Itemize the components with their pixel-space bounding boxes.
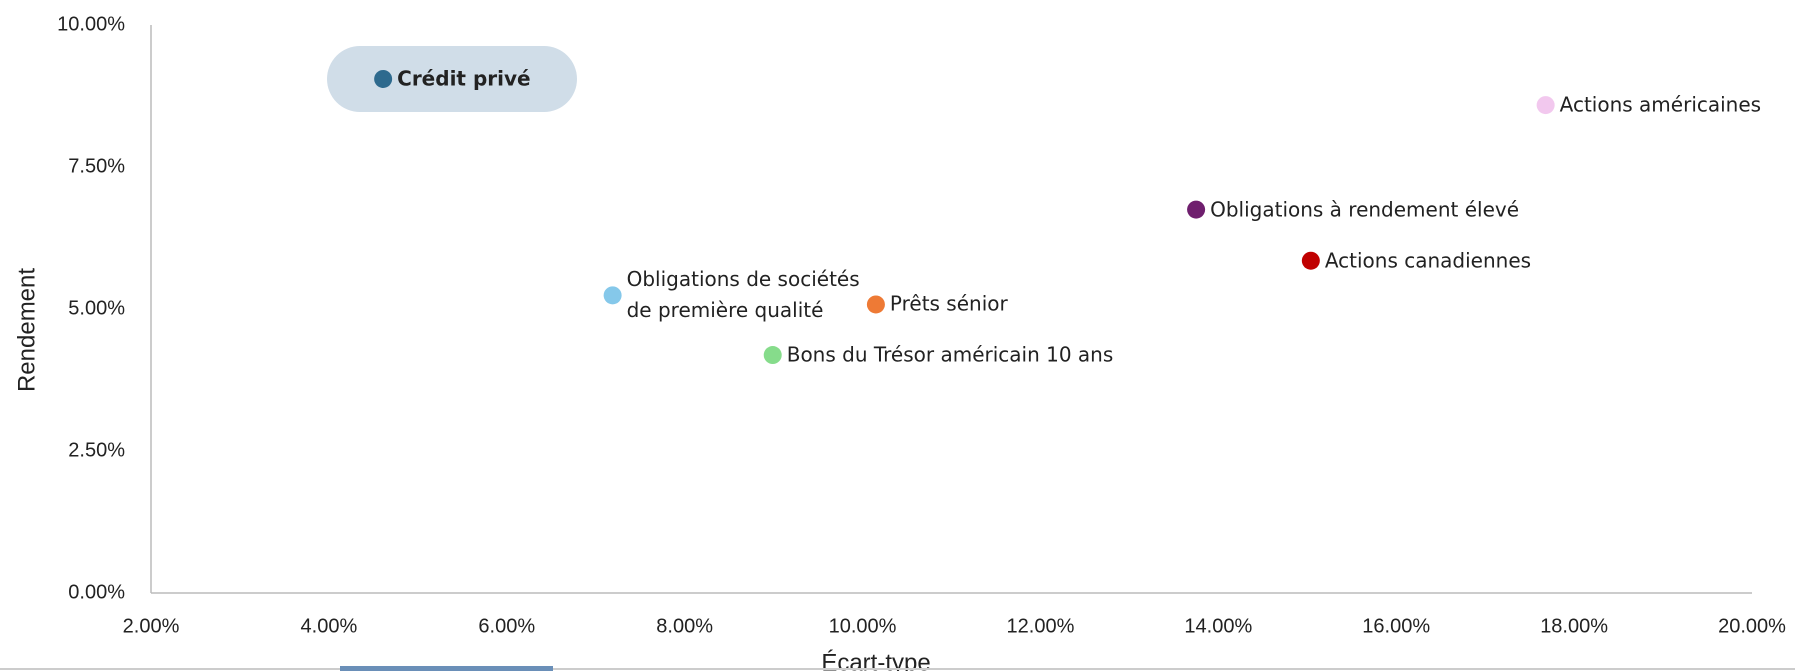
y-tick-label: 2.50% [68,439,125,461]
y-tick-label: 7.50% [68,155,125,177]
x-axis-title: Écart-type [821,649,930,671]
point [374,69,393,88]
point-label: Obligations de sociétés de première qual… [626,267,860,323]
point [866,295,885,314]
x-tick-label: 14.00% [1184,615,1252,637]
point-label: Bons du Trésor américain 10 ans [786,342,1114,367]
x-tick-label: 18.00% [1540,615,1608,637]
point [1301,251,1320,270]
point [763,346,782,365]
point [1536,96,1555,115]
y-tick-label: 10.00% [57,13,125,35]
point-label: Obligations à rendement élevé [1210,197,1520,222]
point-label: Actions canadiennes [1324,248,1532,273]
point [1187,200,1206,219]
x-tick-label: 20.00% [1718,615,1786,637]
x-tick-label: 2.00% [123,615,180,637]
point [603,286,622,305]
point-label: Crédit privé [397,66,531,91]
x-tick-label: 4.00% [301,615,358,637]
y-tick-label: 5.00% [68,297,125,319]
point-label: Actions américaines [1559,92,1762,117]
y-tick-label: 0.00% [68,581,125,603]
x-tick-label: 10.00% [829,615,897,637]
x-tick-label: 12.00% [1007,615,1075,637]
x-tick-label: 16.00% [1362,615,1430,637]
highlight-pill [327,45,577,112]
point-label: Prêts sénior [889,291,1008,316]
bottom-strip [0,666,1795,671]
y-axis-title: Rendement [13,268,40,392]
x-tick-label: 6.00% [478,615,535,637]
x-tick-label: 8.00% [656,615,713,637]
